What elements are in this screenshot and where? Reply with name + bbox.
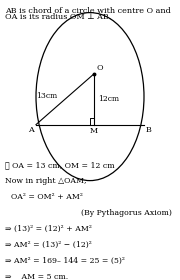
Text: A: A xyxy=(28,126,34,134)
Text: ⇒ AM² = 169– 144 = 25 = (5)²: ⇒ AM² = 169– 144 = 25 = (5)² xyxy=(5,257,125,265)
Text: B: B xyxy=(146,126,152,134)
Text: 12cm: 12cm xyxy=(98,95,119,103)
Text: Now in right △OAM,: Now in right △OAM, xyxy=(5,177,87,185)
Text: O: O xyxy=(96,64,103,72)
Text: ⇒    AM = 5 cm.: ⇒ AM = 5 cm. xyxy=(5,273,69,280)
Text: OA² = OM² + AM²: OA² = OM² + AM² xyxy=(11,193,83,201)
Text: ∴ OA = 13 cm, OM = 12 cm: ∴ OA = 13 cm, OM = 12 cm xyxy=(5,161,115,169)
Text: ⇒ AM² = (13)² − (12)²: ⇒ AM² = (13)² − (12)² xyxy=(5,241,92,249)
Text: 13cm: 13cm xyxy=(36,92,58,100)
Text: ⇒ (13)² = (12)² + AM²: ⇒ (13)² = (12)² + AM² xyxy=(5,225,92,233)
Text: OA is its radius OM ⊥ AB.: OA is its radius OM ⊥ AB. xyxy=(5,13,112,21)
Text: AB is chord of a circle with centre O and: AB is chord of a circle with centre O an… xyxy=(5,7,171,15)
Text: M: M xyxy=(89,127,98,135)
Text: (By Pythagorus Axiom): (By Pythagorus Axiom) xyxy=(81,209,172,217)
